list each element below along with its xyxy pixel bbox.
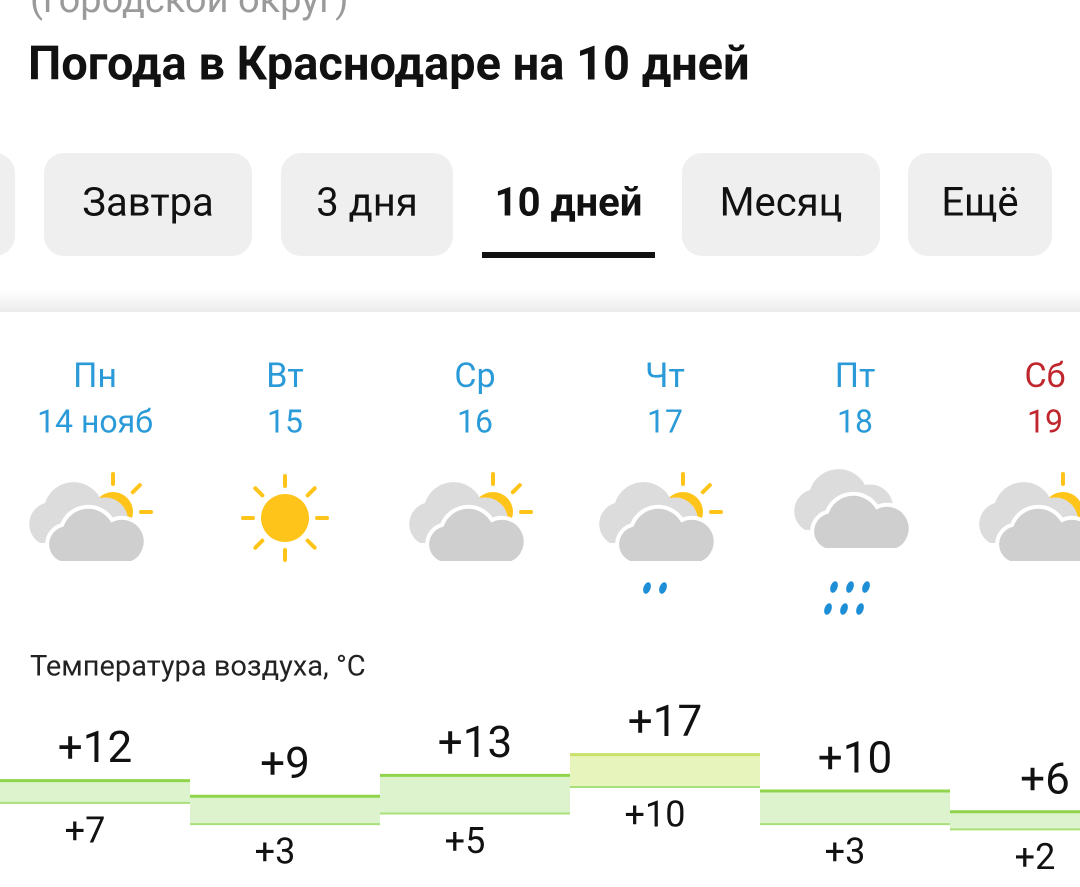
weekday: Ср bbox=[454, 356, 495, 396]
temp-band bbox=[570, 754, 760, 787]
max-temp: +9 bbox=[260, 737, 310, 789]
cloud-front bbox=[45, 504, 148, 565]
min-temp: +7 bbox=[65, 809, 106, 851]
min-temp: +2 bbox=[1015, 836, 1056, 878]
max-temp: +13 bbox=[438, 716, 512, 768]
temp-band bbox=[0, 780, 190, 803]
weekday: Сб bbox=[1025, 356, 1066, 396]
temp-band bbox=[190, 796, 380, 825]
sun-ray bbox=[253, 486, 265, 498]
rain-drop bbox=[659, 582, 667, 594]
date: 16 bbox=[457, 402, 493, 440]
sun-ray bbox=[510, 483, 522, 495]
rain-drop bbox=[824, 603, 832, 615]
tab-button[interactable] bbox=[908, 153, 1052, 256]
sun-ray bbox=[305, 486, 317, 498]
rain-drop bbox=[830, 581, 838, 593]
sun-disc bbox=[261, 494, 309, 542]
tab-label[interactable]: 10 дней bbox=[495, 179, 643, 226]
rain-drop bbox=[862, 581, 870, 593]
temperature-label: Температура воздуха, °C bbox=[30, 650, 366, 684]
weekday: Пт bbox=[835, 356, 876, 396]
sun-icon bbox=[241, 474, 329, 562]
temp-band bbox=[760, 791, 950, 825]
cloud-front bbox=[810, 491, 913, 552]
cloud-front bbox=[425, 504, 528, 565]
date: 19 bbox=[1027, 402, 1063, 440]
page-title: Погода в Краснодаре на 10 дней bbox=[28, 36, 750, 91]
separator bbox=[0, 290, 1080, 312]
max-temp: +10 bbox=[818, 732, 892, 784]
tab-partial[interactable] bbox=[0, 153, 15, 256]
tab-underline[interactable] bbox=[482, 252, 655, 258]
weekday: Пн bbox=[73, 356, 117, 396]
tab-label[interactable]: Завтра bbox=[82, 179, 214, 226]
cloud-front bbox=[615, 504, 718, 565]
weekday: Чт bbox=[645, 356, 685, 396]
temp-band bbox=[380, 775, 570, 814]
sun-ray bbox=[253, 538, 265, 550]
tab-label[interactable]: Месяц bbox=[720, 179, 843, 226]
date: 15 bbox=[267, 402, 303, 440]
weekday: Вт bbox=[266, 356, 304, 396]
rain-drop bbox=[840, 603, 848, 615]
tab-button[interactable] bbox=[281, 153, 453, 256]
max-temp: +12 bbox=[58, 721, 132, 773]
temp-band bbox=[950, 811, 1080, 830]
min-temp: +5 bbox=[445, 820, 486, 862]
min-temp: +3 bbox=[825, 831, 866, 873]
date: 14 нояб bbox=[37, 402, 153, 440]
sun-ray bbox=[130, 483, 142, 495]
sun-ray bbox=[305, 538, 317, 550]
sun-ray bbox=[700, 483, 712, 495]
rain-drop bbox=[856, 603, 864, 615]
tab-label[interactable]: 3 дня bbox=[316, 179, 418, 226]
max-temp: +6 bbox=[1020, 752, 1070, 804]
date: 18 bbox=[837, 402, 873, 440]
cloud-front bbox=[995, 504, 1080, 565]
min-temp: +3 bbox=[255, 831, 296, 873]
tab-button[interactable] bbox=[682, 153, 880, 256]
rain-drop bbox=[643, 582, 651, 594]
date: 17 bbox=[647, 402, 683, 440]
rain-drop bbox=[846, 581, 854, 593]
location: (городской округ) bbox=[30, 0, 348, 22]
tab-label[interactable]: Ещё bbox=[941, 179, 1018, 226]
tab-button[interactable] bbox=[44, 153, 252, 256]
max-temp: +17 bbox=[628, 695, 702, 747]
min-temp: +10 bbox=[625, 794, 686, 836]
